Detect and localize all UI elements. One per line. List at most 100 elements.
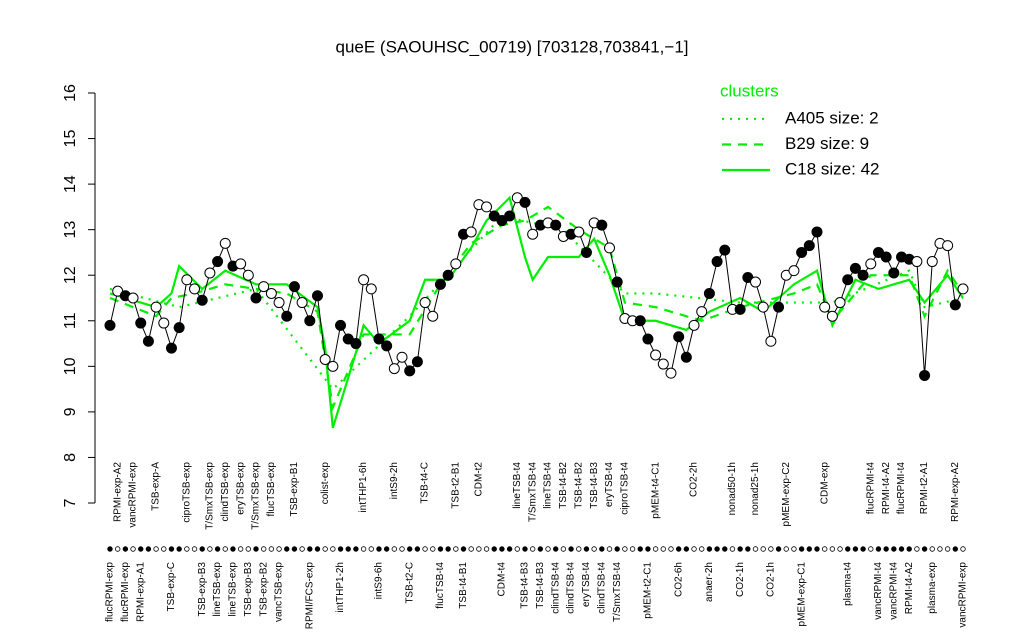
condition-dot [529, 546, 536, 552]
condition-dot [614, 546, 620, 552]
condition-dot [184, 546, 190, 552]
legend-label: C18 size: 42 [785, 159, 880, 178]
condition-dot [260, 546, 267, 552]
data-point [642, 333, 654, 345]
condition-dot [483, 546, 490, 552]
data-point [865, 258, 877, 270]
data-point [404, 365, 416, 377]
data-point [949, 299, 961, 311]
condition-dot [852, 546, 859, 552]
condition-dot [145, 546, 152, 552]
data-point [258, 281, 270, 293]
condition-label: nonad50-1h [727, 462, 738, 515]
condition-label: intTHP1-6h [358, 462, 369, 513]
condition-label: nonad25-1h [750, 462, 761, 515]
y-tick-label: 15 [62, 130, 79, 148]
condition-dot [560, 546, 567, 552]
data-point [196, 294, 208, 306]
condition-label: TSB-exp-B3 [197, 562, 208, 617]
data-point [104, 319, 116, 331]
condition-dot [660, 546, 666, 552]
y-tick-label: 13 [62, 221, 79, 239]
data-point [481, 201, 493, 213]
data-point [926, 256, 938, 268]
condition-dot [668, 546, 674, 552]
condition-dot [545, 546, 551, 552]
condition-dot [314, 546, 321, 552]
condition-dot [445, 546, 451, 552]
condition-dot [752, 546, 759, 552]
y-tick-label: 7 [62, 498, 79, 507]
cluster-line [109, 205, 964, 412]
condition-label: clindTSB-exp [220, 462, 231, 522]
condition-dot [437, 546, 444, 552]
condition-dot [591, 546, 597, 552]
data-point [673, 331, 685, 343]
condition-dot [237, 546, 244, 552]
condition-dot [691, 546, 697, 552]
data-point [181, 274, 193, 286]
condition-dot [214, 546, 221, 552]
condition-dot [606, 546, 613, 552]
condition-label: lineTSB-t4 [512, 462, 523, 509]
data-point [811, 226, 823, 238]
data-point [596, 219, 608, 231]
condition-dot [537, 546, 544, 552]
condition-dot [299, 546, 305, 552]
condition-dot [268, 546, 275, 552]
data-point [580, 246, 592, 258]
legend-label: A405 size: 2 [785, 108, 879, 127]
condition-label: lineTSB-exp [228, 562, 239, 617]
condition-dot [460, 546, 467, 552]
condition-label: pMEM-t4-C1 [650, 462, 661, 519]
condition-label: RPMI-exp-A2 [112, 462, 123, 522]
condition-dot [399, 546, 405, 552]
condition-dot [407, 546, 413, 552]
condition-label: pMEM-t2-C1 [643, 562, 654, 619]
condition-dot [629, 546, 636, 552]
data-point [396, 351, 408, 363]
condition-label: eryTSB-t4 [604, 462, 615, 507]
data-point [296, 297, 308, 309]
condition-label: TSB-t4-C [420, 462, 431, 504]
data-point [942, 240, 954, 252]
data-point [757, 301, 769, 313]
condition-dot [291, 546, 298, 552]
condition-label: RPMI-t2-A1 [919, 462, 930, 515]
data-point [419, 297, 431, 309]
data-point [703, 287, 715, 299]
condition-dot [883, 546, 889, 552]
data-point [135, 317, 147, 329]
data-point [688, 319, 700, 331]
cluster-line [109, 195, 964, 429]
condition-label: RPMI-exp-A2 [950, 462, 961, 522]
condition-dot [821, 546, 828, 552]
condition-dot [952, 546, 959, 552]
data-point [242, 269, 254, 281]
data-point [611, 276, 623, 288]
condition-dot [583, 546, 590, 552]
condition-dot [168, 546, 175, 552]
condition-label: eryTSB-exp [235, 462, 246, 515]
condition-dot [760, 546, 766, 552]
data-point [504, 210, 516, 222]
condition-label: TSB-t4-B2 [573, 462, 584, 509]
condition-dot [806, 546, 813, 552]
condition-label: CO2-6h [673, 562, 684, 597]
condition-dot [161, 546, 167, 552]
condition-dot [783, 546, 789, 552]
condition-label: ciproTSB-exp [181, 462, 192, 523]
condition-dot [506, 546, 513, 552]
condition-label: flucTSB-exp [266, 462, 277, 517]
condition-label: T/SmxTSB-t4 [527, 462, 538, 522]
data-point [465, 226, 477, 238]
data-point [788, 265, 800, 277]
condition-label: pMEM-exp-C1 [796, 562, 807, 627]
data-point [957, 283, 969, 295]
condition-label: clindTSB-t4 [596, 562, 607, 614]
y-tick-label: 12 [62, 266, 79, 284]
data-point [857, 269, 869, 281]
data-point [381, 340, 393, 352]
condition-label: TSB-t4-B1 [458, 562, 469, 609]
